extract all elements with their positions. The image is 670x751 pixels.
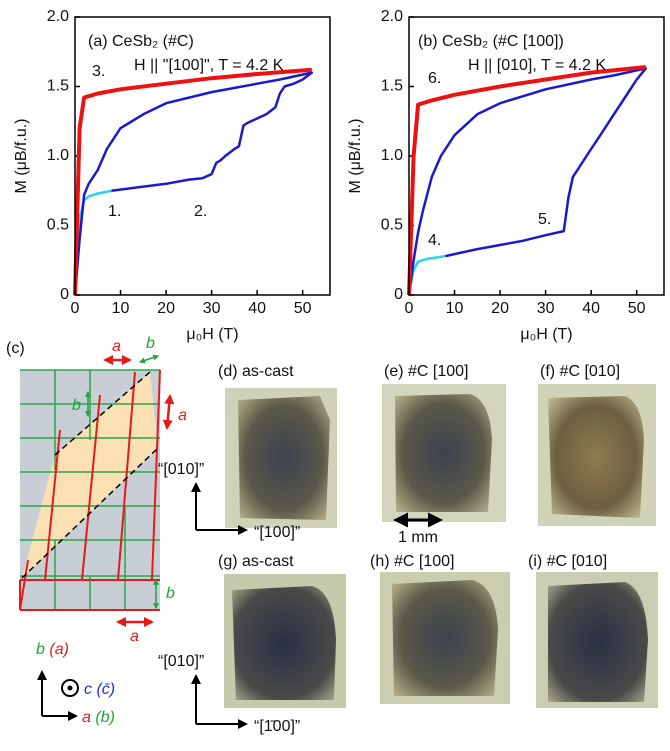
x-tick-label: 20: [491, 300, 509, 317]
y-tick-label: 2.0: [381, 8, 403, 25]
y-axis-label: M (μB/f.u.): [13, 119, 30, 194]
direction-label: “[1̄00]”: [254, 718, 300, 735]
curve-label: 3.: [92, 63, 105, 80]
plot-frame: [408, 16, 665, 296]
lattice-a: a: [112, 338, 121, 355]
axis-legend-label: c (c̄): [84, 681, 115, 698]
chart-subtitle: H || "[100]", T = 4.2 K: [134, 57, 284, 74]
direction-label: “[100]”: [254, 524, 300, 541]
curve-label: 6.: [428, 70, 441, 87]
y-tick-label: 0: [60, 286, 69, 303]
chart-title: (b) CeSb₂ (#C [100]): [418, 33, 564, 50]
y-tick-label: 0: [394, 286, 403, 303]
x-tick-label: 0: [71, 300, 80, 317]
plot-frame: [74, 16, 331, 296]
data-line: [407, 65, 647, 296]
curve-label: 1.: [108, 203, 121, 220]
photos: [191, 384, 658, 729]
axes-legend: [37, 670, 79, 721]
photo-label: (f) #C [010]: [540, 363, 620, 380]
photo-label: (d) as-cast: [218, 363, 294, 380]
photo-label: (i) #C [010]: [528, 553, 607, 570]
axis-legend-label: a (b): [82, 709, 115, 726]
x-tick-label: 10: [112, 300, 130, 317]
photo-label: (h) #C [100]: [370, 553, 454, 570]
y-tick-label: 0.5: [47, 217, 69, 234]
lattice-diagram: [19, 354, 175, 627]
data-line: [407, 67, 648, 296]
axis-legend-label: b (a): [36, 641, 69, 658]
curve-label: 4.: [428, 232, 441, 249]
lattice-b: b: [146, 335, 155, 352]
x-axis-label: μ₀H (T): [186, 326, 238, 343]
photo-label: (g) as-cast: [218, 553, 294, 570]
x-tick-label: 0: [405, 300, 414, 317]
chart-subtitle: H || [010], T = 4.2 K: [468, 57, 606, 74]
lattice-b: b: [166, 585, 175, 602]
panel-label: (c): [6, 340, 25, 357]
y-tick-label: 1.0: [47, 147, 69, 164]
lattice-a: a: [178, 407, 187, 424]
y-axis-label: M (μB/f.u.): [347, 119, 364, 194]
y-tick-label: 0.5: [381, 217, 403, 234]
curve-label: 2.: [194, 203, 207, 220]
x-tick-label: 30: [537, 300, 555, 317]
x-tick-label: 50: [628, 300, 646, 317]
data-line: [73, 67, 312, 296]
y-tick-label: 2.0: [47, 8, 69, 25]
lattice-a: a: [130, 628, 139, 645]
chart-title: (a) CeSb₂ (#C): [88, 33, 194, 50]
direction-label: “[010]”: [158, 653, 204, 670]
y-tick-label: 1.0: [381, 147, 403, 164]
x-tick-label: 40: [248, 300, 266, 317]
y-tick-label: 1.5: [381, 78, 403, 95]
photo-label: (e) #C [100]: [384, 363, 468, 380]
x-tick-label: 30: [203, 300, 221, 317]
x-tick-label: 40: [582, 300, 600, 317]
curve-label: 5.: [538, 211, 551, 228]
y-tick-label: 1.5: [47, 78, 69, 95]
x-tick-label: 50: [294, 300, 312, 317]
x-tick-label: 20: [157, 300, 175, 317]
x-axis-label: μ₀H (T): [520, 326, 572, 343]
direction-label: “[010]”: [158, 461, 204, 478]
scale-label: 1 mm: [398, 529, 438, 546]
x-tick-label: 10: [446, 300, 464, 317]
lattice-b: b: [72, 397, 81, 414]
data-line: [73, 71, 314, 296]
